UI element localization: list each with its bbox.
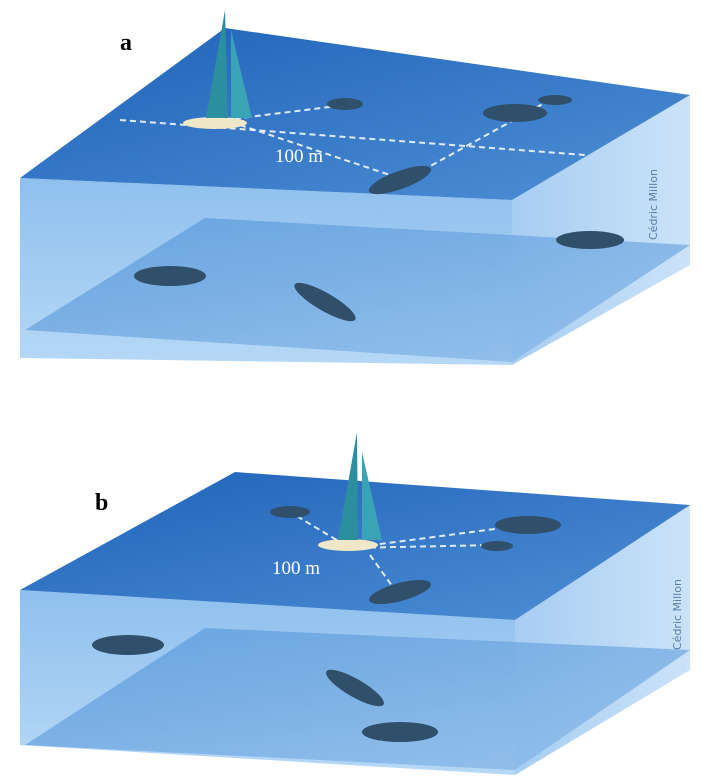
panel-a: a 100 m Cédric Millon xyxy=(20,10,690,365)
whale xyxy=(538,95,572,105)
distance-label: 100 m xyxy=(272,558,320,579)
whale xyxy=(92,635,164,655)
whale xyxy=(556,231,624,249)
panel-label: a xyxy=(120,30,132,56)
illustration: a 100 m Cédric Millon b 100 m Cédric Mil… xyxy=(0,0,702,784)
credit: Cédric Millon xyxy=(671,579,684,650)
whale xyxy=(270,506,310,518)
whale xyxy=(327,98,363,110)
whale xyxy=(481,541,513,551)
panel-b: b 100 m Cédric Millon xyxy=(20,432,690,775)
whale xyxy=(483,104,547,122)
panel-label: b xyxy=(95,490,108,516)
whale xyxy=(362,722,438,742)
whale xyxy=(495,516,561,534)
whale xyxy=(134,266,206,286)
credit: Cédric Millon xyxy=(647,169,660,240)
distance-label: 100 m xyxy=(275,146,323,167)
